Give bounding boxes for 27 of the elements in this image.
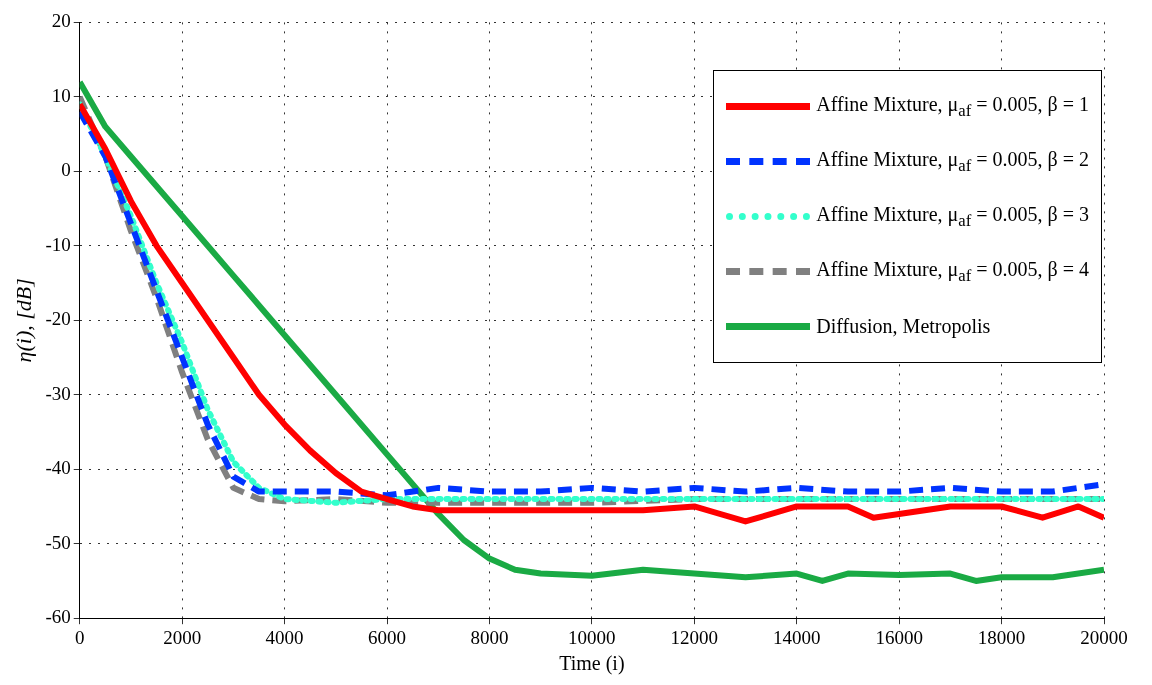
- x-tick-label: 10000: [568, 626, 616, 648]
- x-tick-label: 16000: [875, 626, 923, 648]
- y-tick-label: -20: [45, 308, 71, 330]
- legend-label: Affine Mixture, μ$_{af}$ = 0.005, β = 4: [816, 257, 1089, 286]
- y-tick-label: -50: [45, 531, 71, 553]
- x-tick-label: 0: [74, 626, 85, 648]
- x-tick-label: 14000: [772, 626, 821, 648]
- legend-label: Affine Mixture, μ$_{af}$ = 0.005, β = 2: [816, 147, 1089, 176]
- y-tick-label: 10: [51, 84, 71, 106]
- y-tick-label: -10: [45, 233, 71, 255]
- y-tick-label: 20: [51, 10, 71, 32]
- y-tick-label: 0: [61, 159, 71, 181]
- y-tick-label: -60: [45, 606, 71, 628]
- x-tick-label: 2000: [163, 626, 202, 648]
- y-tick-label: -40: [45, 457, 71, 479]
- x-tick-label: 18000: [977, 626, 1026, 648]
- legend-label: Affine Mixture, μ$_{af}$ = 0.005, β = 1: [816, 92, 1089, 121]
- y-tick-label: -30: [45, 382, 71, 404]
- legend-label: Diffusion, Metropolis: [816, 315, 991, 338]
- x-tick-label: 4000: [265, 626, 304, 648]
- y-axis-title: η(i), [dB]: [10, 278, 36, 363]
- x-tick-label: 6000: [368, 626, 407, 648]
- x-tick-label: 20000: [1080, 626, 1128, 648]
- x-axis-title: Time (i): [559, 652, 625, 676]
- legend-label: Affine Mixture, μ$_{af}$ = 0.005, β = 3: [816, 202, 1089, 231]
- x-tick-label: 8000: [470, 626, 509, 648]
- x-tick-label: 12000: [670, 626, 719, 648]
